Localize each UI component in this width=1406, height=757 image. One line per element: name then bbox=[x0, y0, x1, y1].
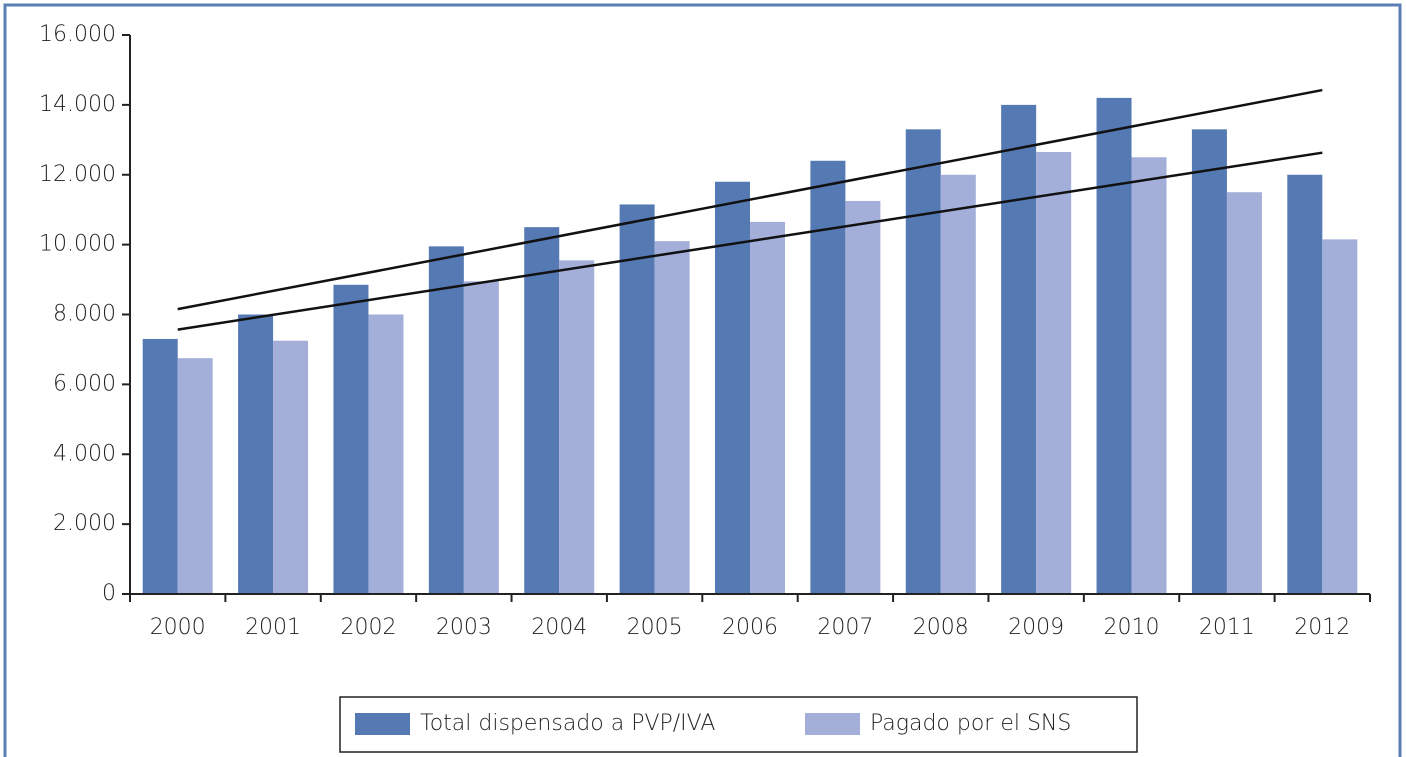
bar bbox=[905, 129, 941, 595]
legend-swatch bbox=[805, 713, 860, 735]
bar bbox=[1226, 192, 1262, 594]
x-tick-label: 2003 bbox=[436, 615, 492, 640]
x-tick-label: 2011 bbox=[1199, 615, 1255, 640]
x-tick-label: 2000 bbox=[150, 615, 206, 640]
bar bbox=[845, 200, 881, 594]
y-tick-label: 4.000 bbox=[53, 441, 116, 466]
bar bbox=[1001, 104, 1037, 594]
legend-swatch bbox=[355, 713, 410, 735]
bar bbox=[142, 338, 178, 594]
legend-label: Pagado por el SNS bbox=[870, 711, 1071, 736]
y-tick-label: 14.000 bbox=[39, 92, 116, 117]
x-tick-label: 2008 bbox=[913, 615, 969, 640]
bar bbox=[1036, 152, 1072, 594]
x-tick-label: 2004 bbox=[531, 615, 587, 640]
x-tick-label: 2002 bbox=[340, 615, 396, 640]
x-tick-label: 2006 bbox=[722, 615, 778, 640]
bar bbox=[368, 314, 404, 594]
bar bbox=[428, 246, 464, 594]
bar bbox=[524, 227, 560, 594]
y-tick-label: 12.000 bbox=[39, 162, 116, 187]
y-tick-label: 2.000 bbox=[53, 511, 116, 536]
legend-label: Total dispensado a PVP/IVA bbox=[420, 711, 715, 736]
x-tick-label: 2012 bbox=[1294, 615, 1350, 640]
bar bbox=[619, 204, 655, 594]
bar bbox=[273, 340, 309, 594]
y-tick-label: 0 bbox=[102, 581, 116, 606]
bar bbox=[1131, 157, 1167, 594]
x-tick-label: 2001 bbox=[245, 615, 301, 640]
bar bbox=[810, 160, 846, 594]
bar bbox=[715, 181, 750, 595]
bar bbox=[750, 221, 785, 594]
legend-box bbox=[339, 696, 1138, 753]
bar bbox=[463, 281, 499, 594]
x-tick-label: 2005 bbox=[627, 615, 683, 640]
y-tick-label: 6.000 bbox=[53, 371, 116, 396]
bar bbox=[177, 358, 213, 594]
bar bbox=[238, 314, 274, 594]
bar bbox=[333, 284, 369, 594]
trend-line bbox=[177, 151, 1323, 331]
bar bbox=[1096, 97, 1132, 594]
bar bbox=[940, 174, 976, 594]
y-tick-label: 10.000 bbox=[39, 232, 116, 257]
bar bbox=[1322, 239, 1358, 594]
bar bbox=[1191, 129, 1227, 595]
x-tick-label: 2007 bbox=[817, 615, 873, 640]
bar bbox=[654, 241, 690, 594]
frame bbox=[3, 3, 1402, 757]
bar bbox=[1287, 174, 1323, 594]
x-tick-label: 2009 bbox=[1008, 615, 1064, 640]
trend-line bbox=[177, 88, 1323, 311]
y-tick-label: 8.000 bbox=[53, 302, 116, 327]
bar bbox=[559, 260, 595, 594]
y-tick-label: 16.000 bbox=[39, 22, 116, 47]
x-tick-label: 2010 bbox=[1104, 615, 1160, 640]
